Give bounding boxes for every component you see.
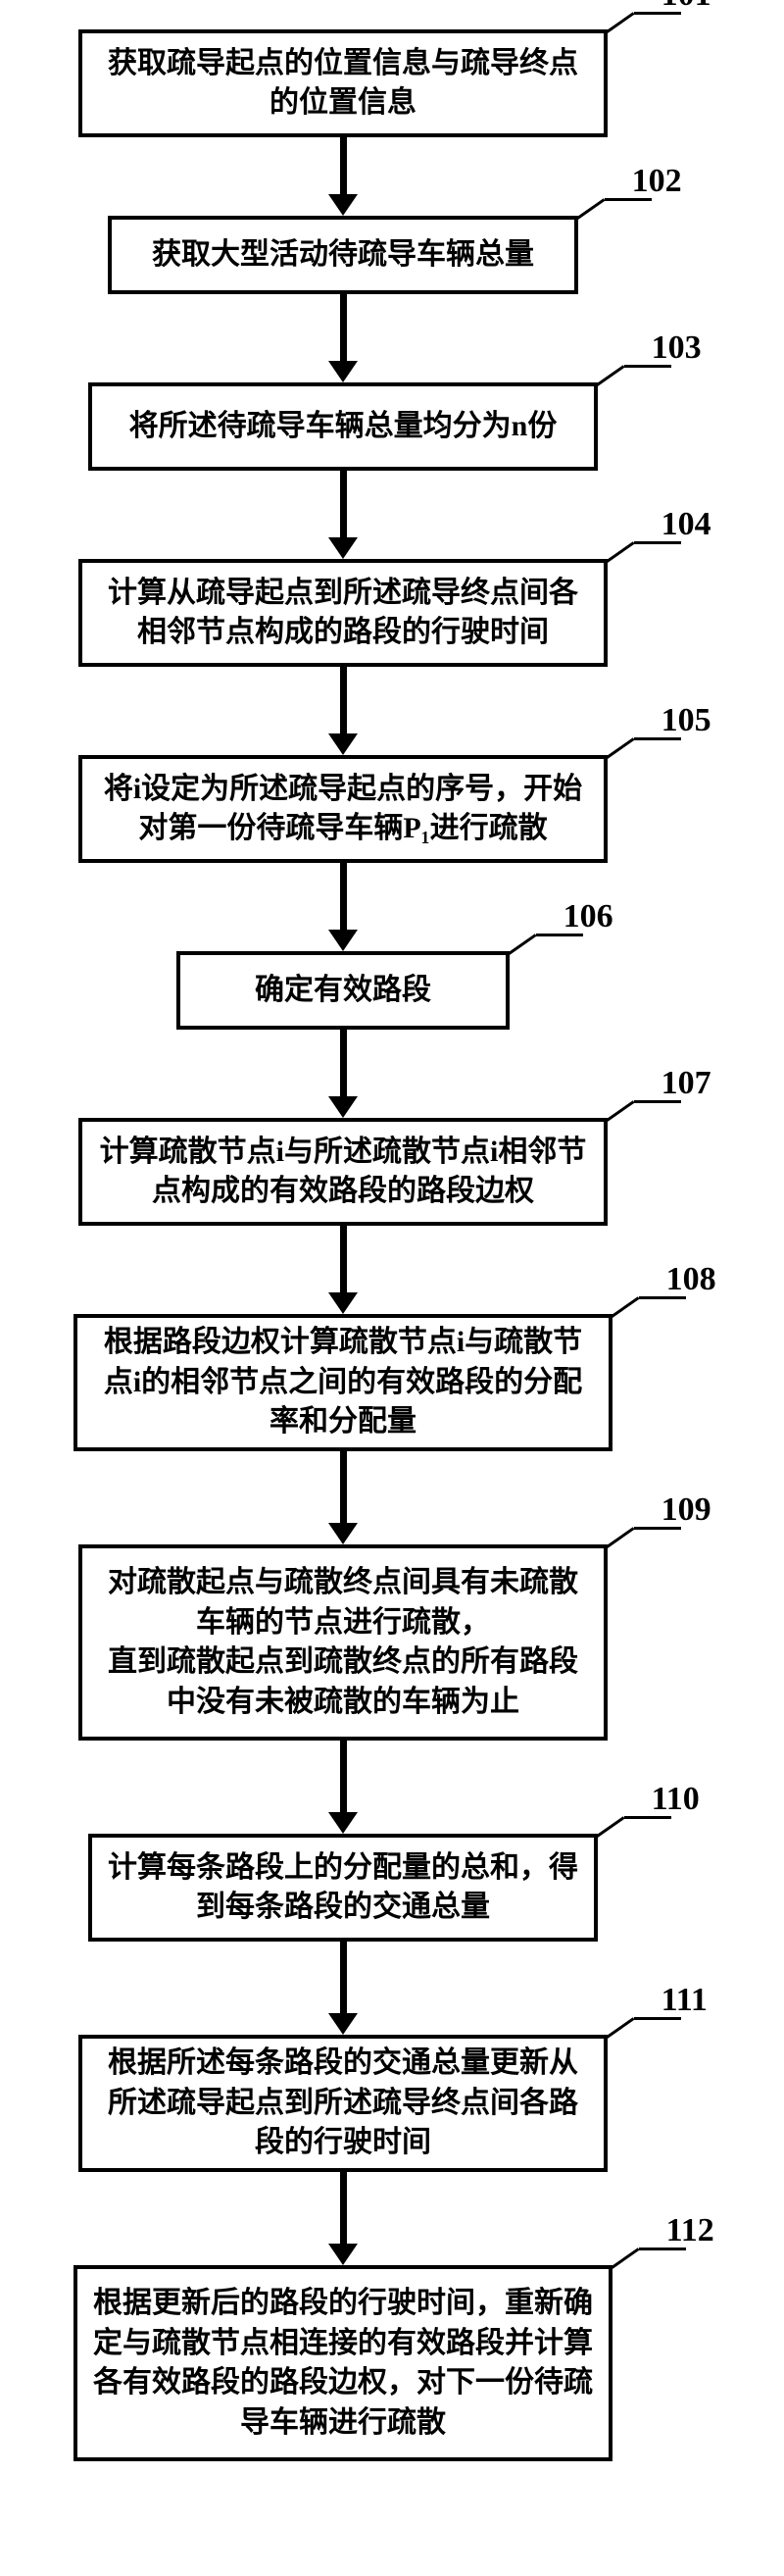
arrow-head-icon [328, 1523, 358, 1544]
flow-node-101: 获取疏导起点的位置信息与疏导终点的位置信息 [78, 29, 608, 137]
flow-node-label-104: 104 [662, 506, 711, 543]
flow-node-107: 计算疏散节点i与所述疏散节点i相邻节点构成的有效路段的路段边权 [78, 1118, 608, 1226]
flow-arrow [340, 1226, 347, 1292]
flow-node-text: 确定有效路段 [255, 971, 431, 1011]
flowchart-canvas: 获取疏导起点的位置信息与疏导终点的位置信息 101 获取大型活动待疏导车辆总量 102… [0, 0, 784, 2576]
flow-arrow [340, 1942, 347, 2013]
arrow-head-icon [328, 194, 358, 216]
flow-node-110: 计算每条路段上的分配量的总和，得到每条路段的交通总量 [88, 1834, 598, 1942]
flow-node-label-112: 112 [666, 2212, 714, 2249]
flow-arrow [340, 667, 347, 733]
flow-arrow [340, 863, 347, 930]
flow-node-108: 根据路段边权计算疏散节点i与疏散节点i的相邻节点之间的有效路段的分配率和分配量 [74, 1314, 612, 1451]
flow-arrow [340, 471, 347, 537]
flow-node-103: 将所述待疏导车辆总量均分为n份 [88, 382, 598, 471]
flow-node-text: 计算从疏导起点到所述疏导终点间各相邻节点构成的路段的行驶时间 [98, 574, 588, 653]
arrow-head-icon [328, 733, 358, 755]
leader-line [610, 1296, 639, 1319]
arrow-head-icon [328, 2244, 358, 2265]
arrow-head-icon [328, 2013, 358, 2035]
flow-node-label-111: 111 [662, 1982, 708, 2019]
leader-line [595, 1816, 624, 1839]
flow-node-label-105: 105 [662, 702, 711, 739]
arrow-head-icon [328, 1292, 358, 1314]
flow-arrow [340, 1030, 347, 1096]
flow-node-label-107: 107 [662, 1065, 711, 1102]
flow-node-label-101: 101 [662, 0, 711, 14]
leader-line [605, 1527, 634, 1549]
flow-node-text: 根据所述每条路段的交通总量更新从所述疏导起点到所述疏导终点间各路段的行驶时间 [98, 2044, 588, 2163]
leader-line [605, 737, 634, 760]
flow-node-111: 根据所述每条路段的交通总量更新从所述疏导起点到所述疏导终点间各路段的行驶时间 [78, 2035, 608, 2172]
flow-node-label-108: 108 [666, 1261, 716, 1298]
flow-arrow [340, 2172, 347, 2244]
leader-line [605, 541, 634, 564]
flow-node-text: 根据路段边权计算疏散节点i与疏散节点i的相邻节点之间的有效路段的分配率和分配量 [93, 1323, 593, 1442]
leader-line [575, 198, 605, 221]
flow-arrow [340, 137, 347, 194]
leader-line [610, 2248, 639, 2270]
leader-line [507, 934, 536, 956]
flow-node-label-110: 110 [652, 1781, 700, 1818]
arrow-head-icon [328, 361, 358, 382]
flow-arrow [340, 1451, 347, 1523]
flow-node-109: 对疏散起点与疏散终点间具有未疏散车辆的节点进行疏散， 直到疏散起点到疏散终点的所… [78, 1544, 608, 1741]
flow-node-112: 根据更新后的路段的行驶时间，重新确定与疏散节点相连接的有效路段并计算各有效路段的… [74, 2265, 612, 2461]
flow-node-text: 获取大型活动待疏导车辆总量 [152, 235, 534, 276]
flow-node-label-102: 102 [632, 163, 682, 200]
flow-arrow [340, 1741, 347, 1812]
leader-line [605, 1100, 634, 1123]
arrow-head-icon [328, 1812, 358, 1834]
flow-node-text: 对疏散起点与疏散终点间具有未疏散车辆的节点进行疏散， 直到疏散起点到疏散终点的所… [98, 1563, 588, 1722]
arrow-head-icon [328, 930, 358, 951]
leader-line [595, 365, 624, 387]
flow-node-label-103: 103 [652, 329, 702, 367]
flow-node-text: 计算每条路段上的分配量的总和，得到每条路段的交通总量 [108, 1848, 578, 1928]
flow-node-text: 根据更新后的路段的行驶时间，重新确定与疏散节点相连接的有效路段并计算各有效路段的… [93, 2284, 593, 2443]
flow-node-text: 将所述待疏导车辆总量均分为n份 [129, 407, 558, 447]
flow-node-text: 将i设定为所述疏导起点的序号，开始对第一份待疏导车辆P₁进行疏散 [98, 770, 588, 849]
flow-node-106: 确定有效路段 [176, 951, 510, 1030]
flow-node-102: 获取大型活动待疏导车辆总量 [108, 216, 578, 294]
flow-node-label-109: 109 [662, 1491, 711, 1529]
flow-node-text: 获取疏导起点的位置信息与疏导终点的位置信息 [98, 44, 588, 124]
leader-line [605, 12, 634, 34]
flow-arrow [340, 294, 347, 361]
flow-node-label-106: 106 [564, 898, 613, 935]
leader-line [605, 2017, 634, 2040]
arrow-head-icon [328, 1096, 358, 1118]
flow-node-105: 将i设定为所述疏导起点的序号，开始对第一份待疏导车辆P₁进行疏散 [78, 755, 608, 863]
arrow-head-icon [328, 537, 358, 559]
flow-node-text: 计算疏散节点i与所述疏散节点i相邻节点构成的有效路段的路段边权 [98, 1133, 588, 1212]
flow-node-104: 计算从疏导起点到所述疏导终点间各相邻节点构成的路段的行驶时间 [78, 559, 608, 667]
